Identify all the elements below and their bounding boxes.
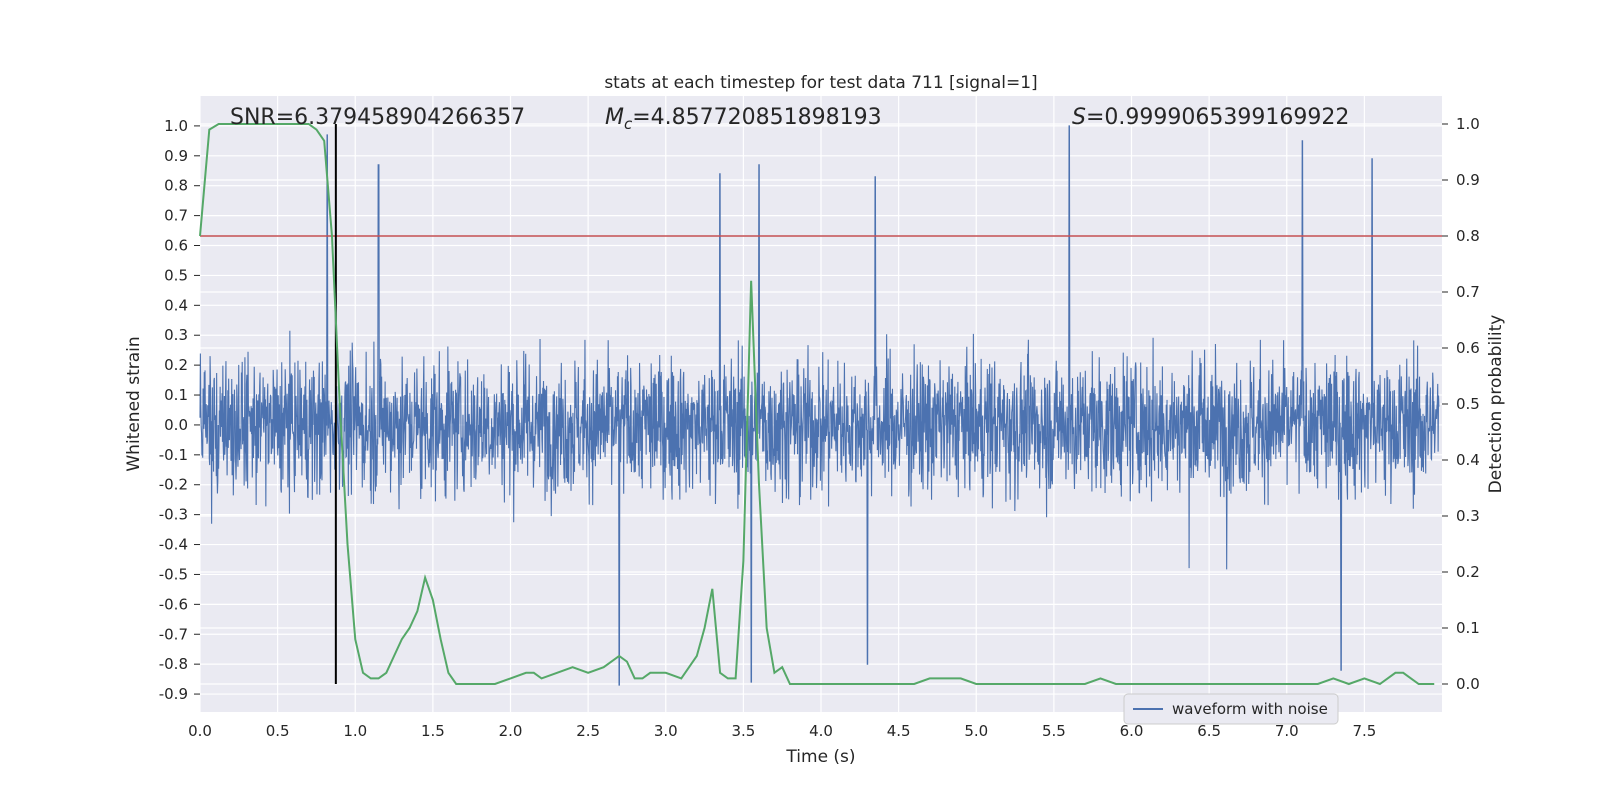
waveform-with-noise-series bbox=[199, 125, 1440, 686]
x-tick-label-1: 0.5 bbox=[266, 722, 290, 740]
y-tick-label-7: 0.3 bbox=[164, 326, 188, 344]
detection-probability-line bbox=[199, 123, 1435, 686]
x-tick-label-9: 4.5 bbox=[887, 722, 911, 740]
y2-axis-label: Detection probability bbox=[1486, 315, 1506, 494]
y2-tick-label-6: 0.4 bbox=[1456, 451, 1480, 469]
x-tick-label-0: 0.0 bbox=[188, 722, 212, 740]
x-tick-label-15: 7.5 bbox=[1352, 722, 1376, 740]
y2-tick-label-0: 1.0 bbox=[1456, 115, 1480, 133]
x-tick-label-7: 3.5 bbox=[731, 722, 755, 740]
chart-title: stats at each timestep for test data 711… bbox=[604, 73, 1037, 93]
legend-box bbox=[1123, 693, 1339, 725]
x-axis-label: Time (s) bbox=[785, 747, 855, 767]
y-tick-label-2: 0.8 bbox=[164, 177, 188, 195]
legend: waveform with noise bbox=[1123, 693, 1339, 725]
y-tick-label-9: 0.1 bbox=[164, 386, 188, 404]
x-tick-label-12: 6.0 bbox=[1120, 722, 1144, 740]
y-tick-label-5: 0.5 bbox=[164, 266, 188, 284]
y-tick-label-12: -0.2 bbox=[159, 476, 188, 494]
x-tick-label-8: 4.0 bbox=[809, 722, 833, 740]
y2-tick-label-3: 0.7 bbox=[1456, 283, 1480, 301]
y2-axis-ticks: 1.0 0.9 0.8 0.7 0.6 0.5 0.4 0.3 0.2 0.1 0.0 bbox=[1442, 115, 1480, 693]
x-tick-label-3: 1.5 bbox=[421, 722, 445, 740]
snr-annotation: SNR=6.379458904266357 bbox=[230, 105, 525, 130]
x-tick-label-2: 1.0 bbox=[343, 722, 367, 740]
significance-value: =0.9999065399169922 bbox=[1086, 105, 1349, 130]
y2-tick-label-10: 0.0 bbox=[1456, 675, 1480, 693]
y2-tick-label-1: 0.9 bbox=[1456, 171, 1480, 189]
y-tick-label-11: -0.1 bbox=[159, 446, 188, 464]
y-tick-label-17: -0.7 bbox=[159, 625, 188, 643]
y2-tick-label-7: 0.3 bbox=[1456, 507, 1480, 525]
x-tick-label-13: 6.5 bbox=[1197, 722, 1221, 740]
chirp-mass-annotation: Mc=4.857720851898193 bbox=[605, 105, 882, 133]
x-tick-label-10: 5.0 bbox=[964, 722, 988, 740]
y-tick-label-18: -0.8 bbox=[159, 655, 188, 673]
y-axis-label: Whitened strain bbox=[124, 336, 144, 471]
y2-tick-label-2: 0.8 bbox=[1456, 227, 1480, 245]
x-axis-ticks: 0.0 0.5 1.0 1.5 2.0 2.5 3.0 3.5 4.0 4.5 5.0 5.5 6.0 6… bbox=[188, 722, 1376, 740]
y-tick-label-14: -0.4 bbox=[159, 536, 188, 554]
y-tick-label-19: -0.9 bbox=[159, 685, 188, 703]
x-tick-label-11: 5.5 bbox=[1042, 722, 1066, 740]
y-tick-label-8: 0.2 bbox=[164, 356, 188, 374]
x-tick-label-6: 3.0 bbox=[654, 722, 678, 740]
significance-annotation: S=0.9999065399169922 bbox=[1072, 105, 1349, 130]
y-tick-label-1: 0.9 bbox=[164, 147, 188, 165]
chirp-mass-value: =4.857720851898193 bbox=[632, 105, 881, 130]
y-tick-label-16: -0.6 bbox=[159, 595, 188, 613]
y-axis-ticks: 1.0 0.9 0.8 0.7 0.6 0.5 0.4 0.3 0.2 0.1 0.0 -0.1 -0.… bbox=[159, 117, 200, 703]
legend-label-waveform: waveform with noise bbox=[1172, 700, 1328, 718]
y-tick-label-15: -0.5 bbox=[159, 565, 188, 583]
y-tick-label-3: 0.7 bbox=[164, 207, 188, 225]
y2-tick-label-4: 0.6 bbox=[1456, 339, 1480, 357]
x-tick-label-14: 7.0 bbox=[1275, 722, 1299, 740]
strain-trace bbox=[199, 125, 1440, 686]
y-tick-label-6: 0.4 bbox=[164, 296, 188, 314]
y-tick-label-13: -0.3 bbox=[159, 506, 188, 524]
x-tick-label-5: 2.5 bbox=[576, 722, 600, 740]
y-tick-label-0: 1.0 bbox=[164, 117, 188, 135]
y2-tick-label-9: 0.1 bbox=[1456, 619, 1480, 637]
x-tick-label-4: 2.0 bbox=[499, 722, 523, 740]
y-tick-label-4: 0.6 bbox=[164, 237, 188, 255]
y2-tick-label-8: 0.2 bbox=[1456, 563, 1480, 581]
y2-tick-label-5: 0.5 bbox=[1456, 395, 1480, 413]
y-tick-label-10: 0.0 bbox=[164, 416, 188, 434]
